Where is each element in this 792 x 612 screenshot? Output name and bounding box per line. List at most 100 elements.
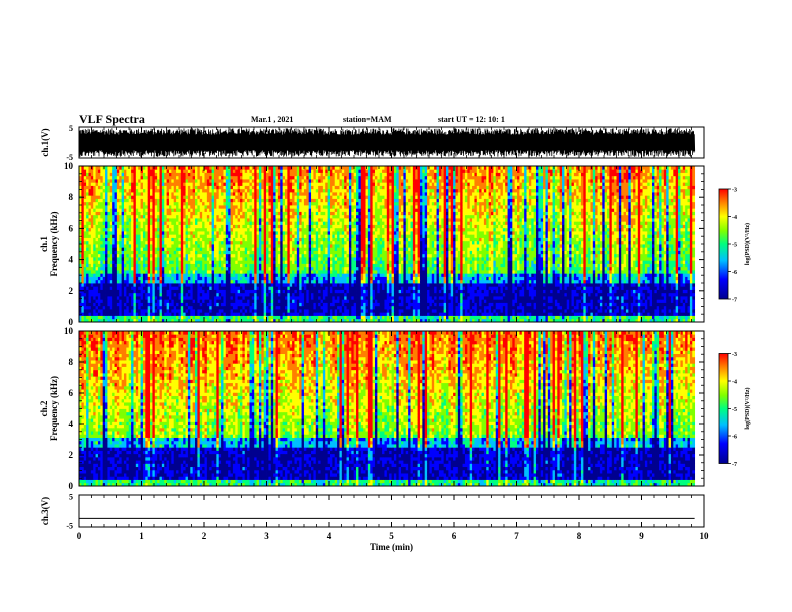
heatmap-cell [327,289,331,294]
heatmap-cell [311,302,314,307]
heatmap-cell [422,302,426,307]
heatmap-cell [237,312,241,316]
heatmap-cell [247,263,250,268]
heatmap-cell [135,296,139,300]
heatmap-cell [545,263,549,268]
heatmap-cell [273,318,276,323]
heatmap-cell [225,266,229,271]
heatmap-cell [585,273,589,277]
heatmap-cell [415,289,418,294]
heatmap-cell [460,276,463,281]
heatmap-cell [329,286,333,290]
heatmap-cell [550,305,553,310]
heatmap-cell [152,299,156,303]
heatmap-cell [299,286,302,290]
heatmap-cell [176,263,179,268]
heatmap-cell [294,260,298,264]
heatmap-cell [363,286,366,290]
heatmap-cell [417,266,421,271]
heatmap-cell [374,312,378,316]
heatmap-cell [685,315,688,320]
heatmap-cell [126,318,130,323]
heatmap-cell [415,260,418,264]
heatmap-cell [185,296,189,300]
heatmap-cell [580,305,584,310]
heatmap-cell [417,315,421,320]
heatmap-cell [372,309,376,313]
heatmap-cell [547,302,551,307]
heatmap-cell [616,299,620,303]
heatmap-cell [235,309,239,313]
heatmap-cell [505,279,508,284]
heatmap-cell [346,302,350,307]
heatmap-cell [649,302,653,307]
heatmap-cell [367,279,371,284]
heatmap-cell [159,305,163,310]
heatmap-cell [431,305,435,310]
heatmap-cell [595,276,598,281]
heatmap-cell [142,315,146,320]
heatmap-cell [157,289,160,294]
heatmap-cell [644,312,648,316]
heatmap-cell [663,286,667,290]
heatmap-cell [481,299,485,303]
heatmap-cell [221,289,224,294]
heatmap-cell [142,283,146,287]
heatmap-cell [254,286,257,290]
heatmap-cell [678,283,681,287]
heatmap-cell [195,309,198,313]
heatmap-cell [633,266,636,271]
heatmap-cell [121,318,125,323]
heatmap-cell [557,305,561,310]
heatmap-cell [142,299,146,303]
heatmap-cell [367,276,371,281]
heatmap-cell [412,263,416,268]
heatmap-cell [481,302,485,307]
heatmap-cell [329,302,333,307]
heatmap-cell [614,292,617,297]
heatmap-cell [135,305,139,310]
heatmap-cell [95,299,99,303]
heatmap-cell [358,266,362,271]
heatmap-cell [320,270,324,274]
heatmap-cell [287,286,291,290]
heatmap-cell [145,318,149,323]
heatmap-cell [244,273,248,277]
heatmap-cell [585,315,589,320]
heatmap-cell [301,312,305,316]
heatmap-cell [583,283,587,287]
heatmap-cell [590,312,594,316]
heatmap-cell [119,279,123,284]
heatmap-cell [562,296,565,300]
heatmap-cell [678,299,681,303]
heatmap-cell [270,305,274,310]
heatmap-cell [154,289,158,294]
heatmap-cell [351,315,355,320]
heatmap-cell [237,318,241,323]
heatmap-cell [614,309,617,313]
heatmap-cell [379,273,383,277]
heatmap-cell [635,305,639,310]
heatmap-cell [607,283,610,287]
heatmap-cell [367,299,371,303]
heatmap-cell [292,296,295,300]
heatmap-cell [289,283,293,287]
heatmap-cell [266,318,269,323]
heatmap-cell [126,302,130,307]
heatmap-cell [595,292,598,297]
heatmap-cell [348,263,352,268]
heatmap-cell [535,309,539,313]
heatmap-cell [540,263,544,268]
heatmap-cell [135,279,139,284]
heatmap-cell [486,318,490,323]
heatmap-cell [296,312,300,316]
heatmap-cell [358,292,362,297]
heatmap-cell [509,305,513,310]
heatmap-cell [164,289,168,294]
heatmap-cell [176,266,179,271]
heatmap-cell [121,283,125,287]
heatmap-cell [251,312,255,316]
heatmap-cell [166,305,170,310]
heatmap-cell [360,283,364,287]
heatmap-cell [223,302,227,307]
